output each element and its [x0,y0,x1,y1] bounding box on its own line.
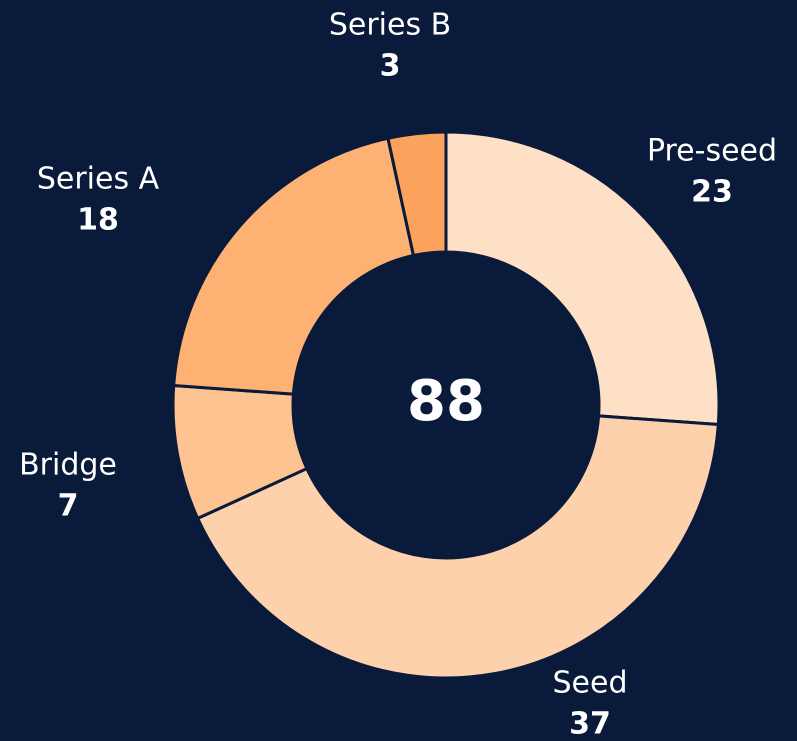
donut-slice [172,136,416,396]
slice-label: Seed [553,666,628,701]
donut-slice [444,130,721,427]
slice-value: 7 [58,489,79,524]
slice-label: Bridge [19,448,117,483]
slice-label: Series A [37,162,160,197]
donut-slice [386,130,448,258]
slice-label: Series B [329,8,451,43]
slice-value: 18 [77,203,119,238]
donut-slice [195,414,720,680]
slice-value: 3 [380,49,401,84]
slice-value: 23 [691,175,733,210]
slice-value: 37 [569,707,611,741]
center-total: 88 [407,369,485,434]
slice-label: Pre-seed [647,134,777,169]
slices [171,130,721,680]
